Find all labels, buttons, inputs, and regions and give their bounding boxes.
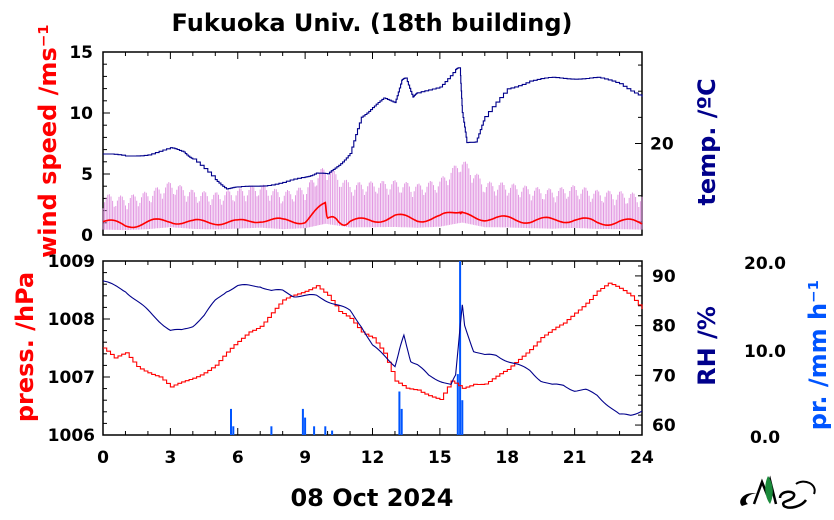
temp-tick-label: 20 [650,135,674,155]
wind-speed-axis-label: wind speed /ms⁻¹ [34,24,62,258]
chart-marks: 0 3 6 9 12 15 18 21 24 0 5 10 15 20 1006 1007 1008 1009 60… [48,43,676,468]
precipitation-bar [459,261,462,435]
humidity-axis-label: RH /% [693,306,721,386]
date-label: 08 Oct 2024 [290,484,453,512]
pressure-tick-label: 1009 [48,252,95,272]
precipitation-bar [398,391,401,435]
wind-tick-label: 5 [81,165,93,185]
humidity-series [102,280,643,416]
institution-logo [740,475,816,509]
precipitation-bar [456,374,459,435]
precipitation-bar [461,400,464,435]
precipitation-bar [324,426,327,435]
x-tick-label: 24 [630,448,654,468]
rh-tick-label: 90 [652,267,676,287]
x-tick-label: 0 [97,448,109,468]
precipitation-axis-label: pr. /mm h⁻¹ [804,280,832,430]
temperature-series [103,67,643,190]
precipitation-bar [331,430,334,435]
wind-speed-series [102,201,643,229]
x-tick-label: 9 [299,448,311,468]
temperature-axis-label: temp. /ºC [693,78,721,205]
x-tick-label: 3 [164,448,176,468]
rh-tick-label: 60 [652,416,676,436]
pressure-tick-label: 1007 [48,368,95,388]
chart-title: Fukuoka Univ. (18th building) [172,9,573,37]
precip-tick-label: 0.0 [750,428,780,448]
pressure-tick-label: 1008 [48,310,95,330]
precipitation-bar [301,408,304,435]
rh-tick-label: 80 [652,317,676,337]
wind-gust-series [102,161,643,231]
pressure-series [103,282,643,401]
pressure-tick-label: 1006 [48,426,95,446]
precipitation-bar [400,408,403,435]
precipitation-bar [313,426,316,435]
x-tick-label: 6 [232,448,244,468]
x-tick-label: 15 [428,448,452,468]
wind-tick-label: 10 [69,104,93,124]
wind-tick-label: 15 [69,43,93,63]
rh-tick-label: 70 [652,366,676,386]
precipitation-bar [304,417,307,435]
x-tick-label: 18 [495,448,519,468]
precip-tick-label: 10.0 [744,342,786,362]
wind-tick-label: 0 [81,226,93,246]
precipitation-bar [230,408,232,435]
x-tick-label: 12 [361,448,385,468]
precipitation-bar [270,426,273,435]
precipitation-bar [232,426,235,435]
x-tick-label: 21 [563,448,587,468]
pressure-axis-label: press. /hPa [11,272,39,422]
precip-tick-label: 20.0 [744,254,786,274]
